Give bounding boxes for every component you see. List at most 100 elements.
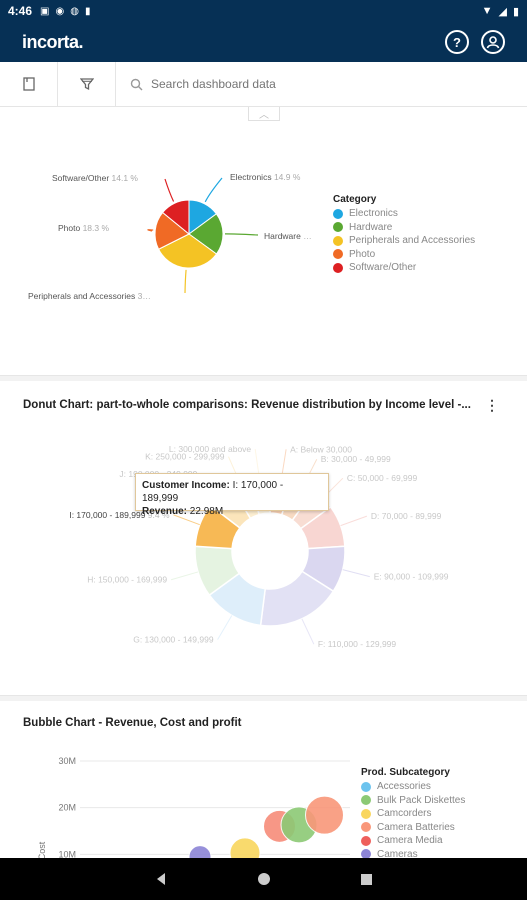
legend-label: Software/Other (349, 262, 417, 274)
pie-slice[interactable] (154, 211, 190, 250)
legend-dot (333, 262, 343, 273)
legend-item[interactable]: Peripherals and Accessories (333, 234, 475, 248)
pie-slice[interactable] (188, 213, 224, 255)
legend-dot (333, 208, 343, 219)
chevron-up-icon: ︿ (259, 110, 269, 121)
back-icon[interactable] (154, 872, 168, 886)
legend-dot (361, 808, 371, 819)
pie-slice-label: Peripherals and Accessories 3… (28, 291, 151, 301)
incorta-logo: incorta. (22, 31, 84, 52)
tooltip-value-income: I: 170,000 - 189,999 (142, 480, 284, 504)
legend-item[interactable]: Electronics (333, 207, 475, 221)
donut-leader-line (281, 449, 287, 478)
donut-slice-label: D: 70,000 - 89,999 (371, 511, 442, 521)
pie-slice-label: Electronics 14.9 % (230, 172, 301, 182)
legend-item[interactable]: Bulk Pack Diskettes (361, 794, 465, 808)
donut-slice-label: A: Below 30,000 (290, 444, 352, 454)
filter-button[interactable] (58, 61, 116, 107)
donut-slice-label: G: 130,000 - 149,999 (133, 635, 214, 645)
donut-slice-label: B: 30,000 - 49,999 (321, 454, 391, 464)
legend-item[interactable]: Software/Other (333, 261, 475, 275)
bubble-chart[interactable]: 10M 20M 30M Cost (0, 701, 527, 858)
legend-dot (361, 835, 371, 846)
pie-slice[interactable] (161, 199, 190, 236)
card-divider (0, 695, 527, 701)
legend-label: Electronics (349, 208, 398, 220)
notification-icon: ▣ (40, 5, 50, 17)
sd-card-icon: ▮ (84, 5, 91, 17)
legend-item[interactable]: Cameras (361, 848, 465, 858)
cast-icon: ◉ (55, 5, 65, 17)
bubble-legend: Prod. Subcategory Accessories Bulk Pack D… (361, 767, 465, 858)
donut-slice-label: L: 300,000 and above (169, 444, 252, 454)
search-input[interactable] (151, 77, 451, 91)
status-bar: 4:46 ▣ ◉ ◍ ▮ ▼ ◢ ▮ (0, 0, 527, 22)
collapse-toggle[interactable]: ︿ (248, 107, 280, 121)
donut-leader-line (254, 449, 260, 477)
donut-leader-line (170, 571, 199, 581)
legend-item[interactable]: Hardware (333, 221, 475, 235)
pie-slice-label: Photo 18.3 % (58, 223, 109, 233)
legend-dot (361, 822, 371, 833)
tooltip-label-income: Customer Income: (142, 480, 230, 491)
wifi-icon: ▼ (481, 4, 493, 17)
legend-item[interactable]: Camera Media (361, 834, 465, 848)
more-options-icon[interactable]: ⋮ (485, 397, 499, 413)
donut-leader-line (340, 515, 368, 527)
pie-slice-label: Software/Other 14.1 % (52, 173, 138, 183)
pie-chart[interactable]: Electronics 14.9 % Hardware … Peripherals … (0, 121, 527, 375)
bubble-point[interactable] (305, 795, 344, 835)
legend-dot (333, 249, 343, 260)
help-icon[interactable]: ? (445, 30, 469, 54)
dashboard-toolbar (0, 61, 527, 107)
pie-leader-line (224, 233, 259, 236)
legend-label: Camera Media (377, 835, 443, 847)
search-icon (130, 78, 143, 90)
legend-item[interactable]: Accessories (361, 780, 465, 794)
donut-leader-line (301, 618, 315, 645)
y-axis-label: Cost (37, 841, 47, 858)
legend-label: Peripherals and Accessories (349, 235, 476, 247)
y-tick-label: 20M (58, 803, 76, 813)
pie-leader-line (204, 177, 223, 203)
bookmark-icon (22, 77, 35, 91)
system-nav-bar (0, 858, 527, 900)
sync-icon: ◍ (70, 5, 79, 17)
donut-card-title: Donut Chart: part-to-whole comparisons: … (23, 399, 471, 411)
pie-leader-line (147, 229, 154, 232)
pie-legend-title: Category (333, 194, 377, 205)
pie-slice-label: Hardware … (264, 231, 312, 241)
bubble-point[interactable] (229, 837, 261, 858)
legend-item[interactable]: Photo (333, 248, 475, 262)
legend-dot (361, 795, 371, 806)
legend-dot (361, 781, 371, 792)
legend-label: Bulk Pack Diskettes (377, 794, 466, 806)
filter-icon (79, 78, 94, 91)
bubble-point[interactable] (188, 845, 212, 858)
home-icon[interactable] (257, 872, 271, 886)
donut-chart-card: Donut Chart: part-to-whole comparisons: … (0, 381, 527, 695)
donut-leader-line (342, 569, 370, 578)
bubble-legend-title: Prod. Subcategory (361, 767, 450, 778)
donut-slice-label: I: 170,000 - 189,999 9.4 % (69, 510, 170, 520)
pie-chart-card: Electronics 14.9 % Hardware … Peripherals … (0, 121, 527, 375)
donut-slice-label: C: 50,000 - 69,999 (347, 473, 418, 483)
bubble-chart-card: Bubble Chart - Revenue, Cost and profit … (0, 701, 527, 858)
donut-slice-label: K: 250,000 - 299,999 (145, 452, 225, 462)
battery-icon: ▮ (512, 5, 519, 18)
legend-label: Camera Batteries (377, 821, 455, 833)
search-bar (116, 77, 527, 91)
account-icon[interactable] (481, 30, 505, 54)
pie-legend: Category Electronics Hardware Peripherals … (333, 194, 475, 275)
tooltip-label-revenue: Revenue: (142, 506, 188, 517)
legend-label: Accessories (377, 781, 431, 793)
legend-dot (361, 849, 371, 858)
legend-dot (333, 235, 343, 246)
recents-icon[interactable] (360, 873, 373, 886)
legend-label: Camcorders (377, 808, 432, 820)
bookmark-button[interactable] (0, 61, 58, 107)
legend-item[interactable]: Camcorders (361, 807, 465, 821)
legend-item[interactable]: Camera Batteries (361, 821, 465, 835)
legend-label: Cameras (377, 848, 418, 858)
